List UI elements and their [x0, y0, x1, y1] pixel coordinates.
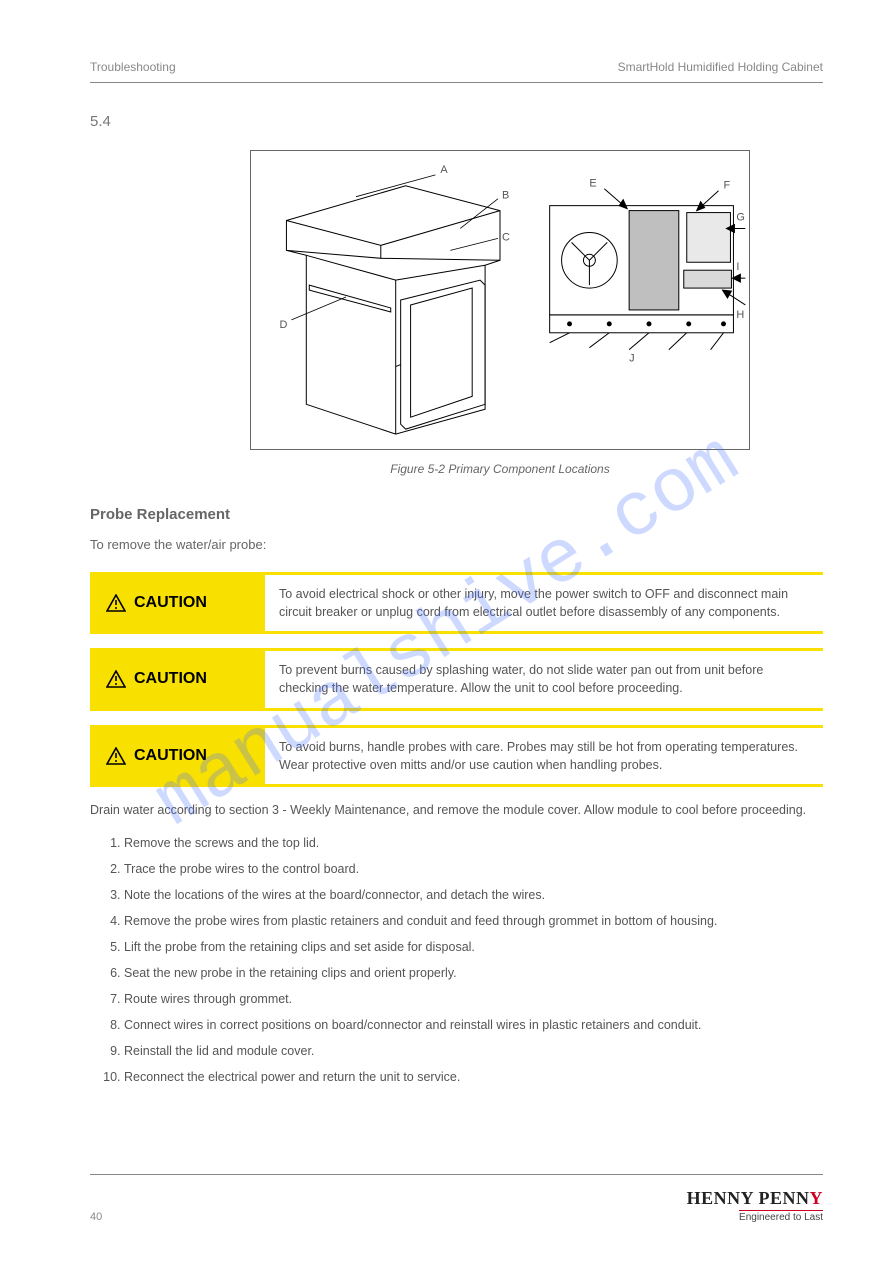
page-number: 40: [90, 1211, 102, 1223]
header-rule: [90, 82, 823, 83]
caution-block-1: CAUTION To avoid electrical shock or oth…: [90, 572, 823, 634]
caution-label-text: CAUTION: [134, 670, 207, 688]
callout-b: B: [502, 190, 509, 202]
step-item: Remove the screws and the top lid.: [124, 833, 823, 853]
caution-label: CAUTION: [90, 651, 265, 707]
warning-icon: [106, 594, 126, 612]
warning-icon: [106, 670, 126, 688]
caution-block-3: CAUTION To avoid burns, handle probes wi…: [90, 725, 823, 787]
caution-text-1: To avoid electrical shock or other injur…: [265, 575, 823, 631]
callout-e: E: [589, 178, 596, 190]
procedure-steps: Remove the screws and the top lid. Trace…: [124, 833, 823, 1087]
callout-h: H: [736, 309, 744, 321]
brand-logo: HENNY PENNY Engineered to Last: [687, 1188, 823, 1223]
callout-i: I: [736, 261, 739, 273]
step-item: Trace the probe wires to the control boa…: [124, 859, 823, 879]
step-item: Note the locations of the wires at the b…: [124, 885, 823, 905]
caution-label: CAUTION: [90, 575, 265, 631]
figure-title: Primary Component Locations: [448, 462, 609, 476]
step-item: Reconnect the electrical power and retur…: [124, 1067, 823, 1087]
logo-tagline: Engineered to Last: [739, 1210, 823, 1223]
caution-text-3: To avoid burns, handle probes with care.…: [265, 728, 823, 784]
procedure-intro: To remove the water/air probe:: [90, 537, 823, 552]
callout-f: F: [724, 180, 731, 192]
figure-box: A B C D: [250, 150, 750, 450]
page-footer: 40 HENNY PENNY Engineered to Last: [90, 1188, 823, 1223]
figure-caption: Figure 5-2 Primary Component Locations: [250, 462, 750, 476]
step-item: Lift the probe from the retaining clips …: [124, 937, 823, 957]
callout-c: C: [502, 231, 510, 243]
procedure-title: Probe Replacement: [90, 506, 823, 523]
caution-label: CAUTION: [90, 728, 265, 784]
component-diagram: A B C D: [251, 151, 749, 449]
footer-rule: [90, 1174, 823, 1175]
header-right: SmartHold Humidified Holding Cabinet: [618, 60, 823, 74]
step-item: Remove the probe wires from plastic reta…: [124, 911, 823, 931]
step-item: Route wires through grommet.: [124, 989, 823, 1009]
caution-label-text: CAUTION: [134, 594, 207, 612]
logo-accent: Y: [810, 1188, 824, 1208]
caution-block-2: CAUTION To prevent burns caused by splas…: [90, 648, 823, 710]
callout-g: G: [736, 212, 744, 224]
logo-text: HENNY PENN: [687, 1188, 810, 1208]
callout-a: A: [440, 164, 448, 176]
callout-j: J: [629, 353, 634, 365]
step-item: Seat the new probe in the retaining clip…: [124, 963, 823, 983]
step-item: Reinstall the lid and module cover.: [124, 1041, 823, 1061]
header-left: Troubleshooting: [90, 60, 176, 74]
procedure-note: Drain water according to section 3 - Wee…: [90, 801, 823, 819]
warning-icon: [106, 747, 126, 765]
section-number: 5.4: [90, 113, 823, 130]
caution-text-2: To prevent burns caused by splashing wat…: [265, 651, 823, 707]
step-item: Connect wires in correct positions on bo…: [124, 1015, 823, 1035]
callout-d: D: [279, 319, 287, 331]
figure-label: Figure 5-2: [390, 462, 445, 476]
caution-label-text: CAUTION: [134, 747, 207, 765]
